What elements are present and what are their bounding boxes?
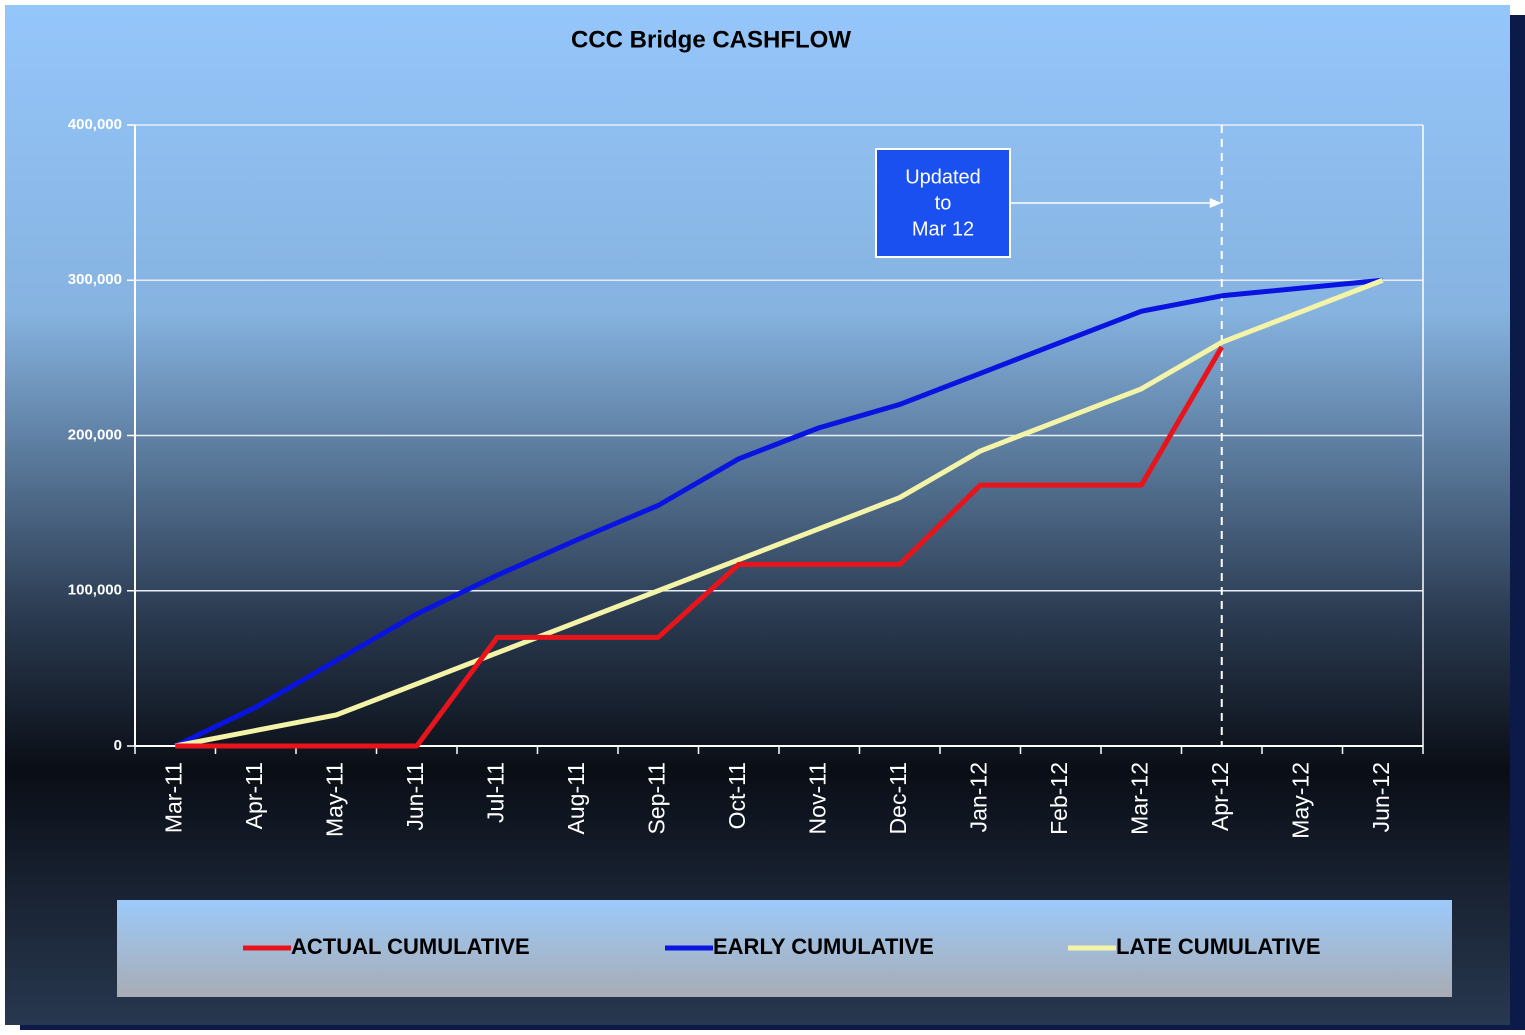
background xyxy=(5,5,1510,1025)
annotation-text: Updated xyxy=(905,166,981,188)
legend-label: LATE CUMULATIVE xyxy=(1116,934,1321,959)
x-tick-label: Nov-11 xyxy=(804,762,830,834)
chart-title: CCC Bridge CASHFLOW xyxy=(571,26,851,53)
annotation-box xyxy=(875,148,1011,258)
y-tick-label: 100,000 xyxy=(68,582,122,599)
series-line xyxy=(175,345,1224,749)
annotation-text: to xyxy=(935,192,952,214)
legend-label: ACTUAL CUMULATIVE xyxy=(291,934,530,959)
y-tick-label: 400,000 xyxy=(68,116,122,133)
series-line xyxy=(174,277,1384,749)
y-tick-label: 300,000 xyxy=(68,271,122,288)
annotation-text: Mar 12 xyxy=(912,218,974,240)
x-tick-label: Dec-11 xyxy=(885,762,911,834)
x-tick-label: May-12 xyxy=(1287,762,1313,839)
x-tick-label: Jul-11 xyxy=(482,762,508,823)
x-tick-label: May-11 xyxy=(321,762,347,837)
x-tick-label: Jan-12 xyxy=(965,762,991,832)
x-tick-label: Oct-11 xyxy=(724,762,750,829)
x-tick-label: Sep-11 xyxy=(643,762,669,834)
y-tick-label: 0 xyxy=(114,737,122,754)
series-line xyxy=(174,277,1383,749)
x-tick-label: Apr-11 xyxy=(241,762,267,829)
x-tick-label: Feb-12 xyxy=(1046,762,1072,835)
x-tick-label: Jun-11 xyxy=(402,762,428,831)
x-tick-label: Jun-12 xyxy=(1368,762,1394,832)
x-tick-label: Apr-12 xyxy=(1207,762,1233,831)
legend-label: EARLY CUMULATIVE xyxy=(713,934,934,959)
arrow-head xyxy=(1209,198,1222,208)
legend xyxy=(117,900,1452,997)
x-tick-label: Mar-11 xyxy=(160,762,186,833)
y-tick-label: 200,000 xyxy=(68,426,122,443)
x-tick-label: Aug-11 xyxy=(563,762,589,834)
x-tick-label: Mar-12 xyxy=(1126,762,1152,835)
